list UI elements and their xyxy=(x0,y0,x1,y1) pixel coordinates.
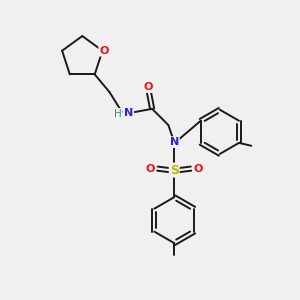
Text: O: O xyxy=(99,46,109,56)
Text: O: O xyxy=(146,164,155,174)
Text: O: O xyxy=(194,164,203,174)
Text: O: O xyxy=(144,82,153,92)
Text: H: H xyxy=(114,109,122,119)
Text: S: S xyxy=(170,164,179,177)
Text: N: N xyxy=(169,137,179,147)
Text: N: N xyxy=(124,108,133,118)
